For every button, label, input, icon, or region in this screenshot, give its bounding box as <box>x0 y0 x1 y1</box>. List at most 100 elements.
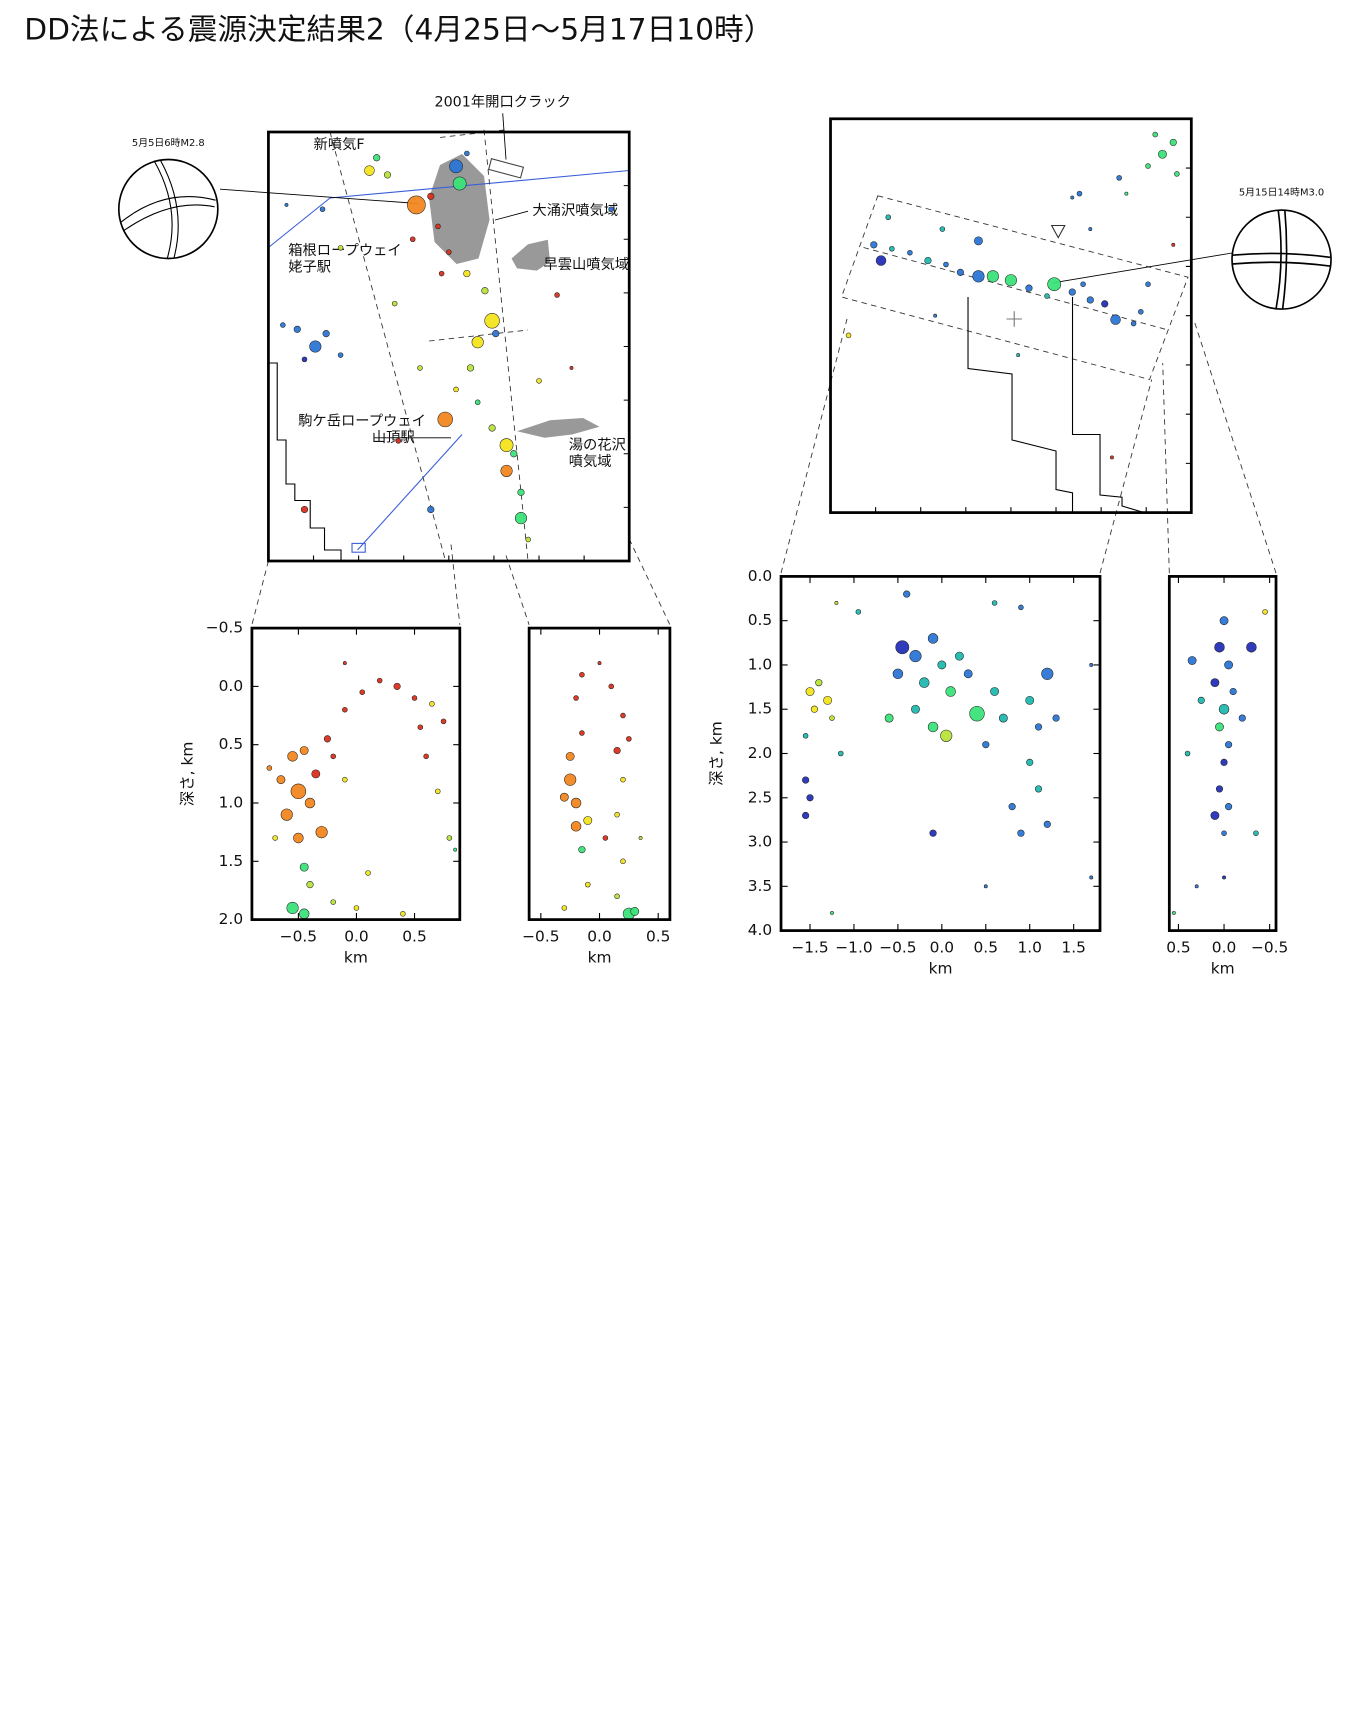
projection <box>780 318 848 574</box>
section-edge <box>428 329 529 342</box>
hypocenter <box>933 313 938 318</box>
hypocenter <box>492 330 500 338</box>
hypocenter <box>1034 785 1043 793</box>
hypocenter <box>499 438 514 453</box>
hypocenter <box>323 735 331 743</box>
hypocenter <box>299 862 309 872</box>
hypocenter <box>892 668 904 680</box>
hypocenter <box>855 609 862 615</box>
hypocenter <box>1220 758 1228 766</box>
frame-tick <box>1100 413 1192 513</box>
hypocenter <box>471 336 484 349</box>
hypocenter <box>1158 149 1167 159</box>
hypocenter <box>802 733 809 739</box>
page-title: DD法による震源決定結果2（4月25日～5月17日10時） <box>24 12 773 47</box>
frame-tick <box>1010 315 1192 513</box>
hypocenter <box>585 881 591 888</box>
hypocenter <box>1076 190 1083 197</box>
section-edge <box>483 129 529 562</box>
map-label: 湯の花沢 <box>569 437 626 454</box>
map-label: 噴気域 <box>569 453 612 470</box>
hypocenter <box>315 826 328 839</box>
hypocenter <box>1215 722 1224 732</box>
x-tick-label: −1.0 <box>835 939 872 957</box>
ropeway <box>268 169 630 248</box>
hypocenter <box>1016 353 1021 358</box>
hypocenter <box>1116 175 1122 181</box>
hypocenter <box>337 352 344 358</box>
hypocenter <box>290 783 307 800</box>
hypocenter <box>1253 830 1259 836</box>
hypocenter <box>1088 227 1093 231</box>
hypocenter <box>620 858 626 865</box>
hypocenter <box>955 651 964 661</box>
y-tick-label: 2.0 <box>219 910 243 928</box>
hypocenter <box>510 450 518 458</box>
station-marker <box>1050 224 1066 239</box>
hypocenter <box>1171 910 1176 915</box>
hypocenter <box>1086 296 1094 304</box>
hypocenter <box>319 206 326 212</box>
x-tick-label: 0.0 <box>344 928 368 946</box>
y-tick-label: 0.0 <box>219 677 243 695</box>
hypocenter <box>1068 288 1076 296</box>
hypocenter <box>1041 667 1054 680</box>
hypocenter <box>293 832 304 844</box>
hypocenter <box>972 270 985 283</box>
hypocenter <box>1025 695 1035 705</box>
hypocenter <box>963 669 973 679</box>
frame-tick <box>920 216 1192 513</box>
hypocenter <box>924 256 932 265</box>
hypocenter <box>272 835 278 841</box>
hypocenter <box>1210 678 1220 688</box>
hypocenter <box>293 325 301 333</box>
hypocenter <box>805 687 815 696</box>
y-tick-label: −0.5 <box>206 619 243 637</box>
hypocenter <box>466 364 475 372</box>
hypocenter <box>990 687 999 696</box>
y-tick-label: 3.5 <box>748 877 772 895</box>
projection <box>1193 318 1277 574</box>
crack <box>487 158 525 179</box>
section-edge <box>329 131 446 562</box>
hypocenter <box>514 512 528 525</box>
hypocenter <box>330 753 336 760</box>
hypocenter <box>306 881 314 889</box>
x-tick-label: −1.5 <box>791 939 828 957</box>
hypocenter <box>427 192 435 200</box>
frame-tick <box>583 506 630 561</box>
hypocenter <box>342 776 348 783</box>
x-axis-label: km <box>344 949 368 967</box>
hypocenter <box>1110 314 1121 325</box>
section-frame <box>1167 575 1278 932</box>
hypocenter <box>884 713 894 723</box>
hypocenter <box>919 677 930 688</box>
projection <box>628 538 671 625</box>
hypocenter <box>927 721 939 733</box>
hypocenter <box>608 206 614 212</box>
hypocenter <box>417 724 424 730</box>
x-tick-label: −0.5 <box>879 939 916 957</box>
hypocenter <box>943 261 949 268</box>
x-tick-label: −0.5 <box>280 928 317 946</box>
frame-tick <box>493 399 630 561</box>
x-tick-label: 0.0 <box>930 939 954 957</box>
hypocenter <box>1194 884 1199 889</box>
hypocenter <box>945 686 956 697</box>
x-tick-label: 0.5 <box>402 928 426 946</box>
hypocenter <box>438 270 445 277</box>
hypocenter <box>573 695 579 701</box>
hypocenter <box>427 505 435 514</box>
hypocenter <box>446 249 452 255</box>
y-tick-label: 1.5 <box>748 700 772 718</box>
hypocenter <box>463 269 471 278</box>
leader <box>502 113 507 160</box>
hypocenter <box>409 236 416 243</box>
hypocenter <box>929 829 937 837</box>
hypocenter <box>311 769 321 779</box>
projection <box>450 544 461 625</box>
y-tick-label: 2.0 <box>748 744 772 762</box>
hypocenter <box>1089 875 1094 880</box>
x-tick-label: −0.5 <box>522 928 559 946</box>
